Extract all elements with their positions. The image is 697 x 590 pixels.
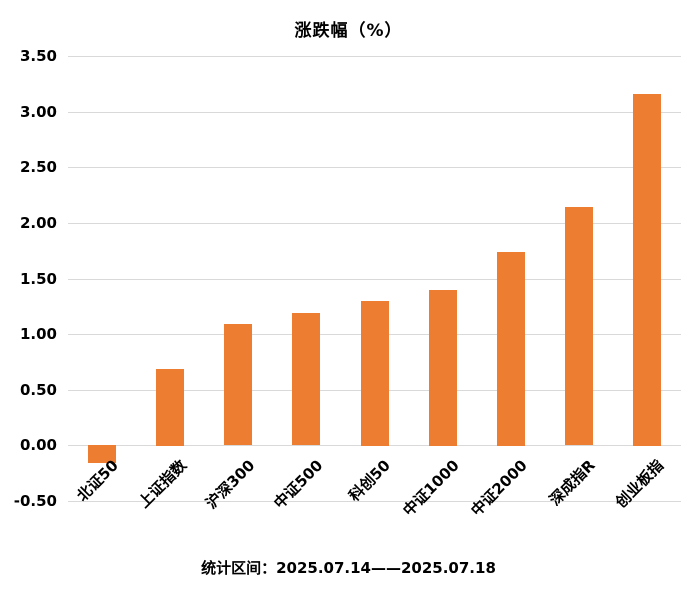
bar-北证50 [88,445,116,463]
x-axis-tick-label: 中证1000 [399,456,464,520]
x-axis-tick-label: 创业板指 [611,456,668,512]
bar-沪深300 [224,324,252,445]
y-axis-tick-label: 0.50 [19,381,57,399]
stats-period-note: 统计区间：2025.07.14——2025.07.18 [201,559,496,577]
y-axis-tick-label: 2.50 [19,158,57,176]
x-axis-tick-label: 沪深300 [201,456,259,513]
x-axis-tick-label: 中证2000 [467,456,532,520]
bar-深成指R [565,207,593,445]
y-axis-tick-label: 3.00 [19,103,57,121]
x-axis-tick-label: 上证指数 [134,456,191,512]
gridline [68,223,681,224]
x-axis-tick-label: 中证500 [269,456,327,513]
x-axis-tick-label: 北证50 [73,456,123,505]
bar-上证指数 [156,369,184,446]
bar-中证1000 [429,290,457,446]
y-axis-tick-label: -0.50 [13,492,57,510]
bar-中证500 [292,313,320,445]
chart-title: 涨跌幅（%） [294,21,403,41]
bar-中证2000 [497,252,525,446]
gridline [68,279,681,280]
y-axis-tick-label: 1.00 [19,325,57,343]
gridline [68,167,681,168]
y-axis-tick-label: 1.50 [19,270,57,288]
y-axis-tick-label: 3.50 [19,47,57,65]
x-axis-tick-label: 科创50 [345,456,395,505]
bar-科创50 [361,301,389,446]
y-axis-tick-label: 0.00 [19,436,57,454]
gridline [68,112,681,113]
gridline [68,56,681,57]
bar-创业板指 [633,94,661,446]
gridline [68,501,681,502]
y-axis-tick-label: 2.00 [19,214,57,232]
